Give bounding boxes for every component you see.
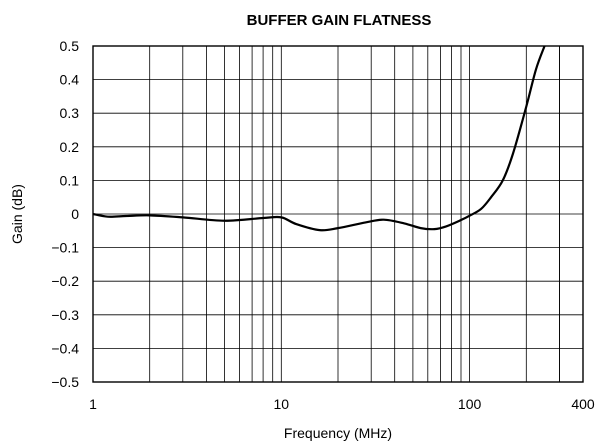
x-tick-label: 400 bbox=[571, 396, 595, 412]
y-tick-label: −0.4 bbox=[51, 340, 79, 356]
y-tick-label: 0.5 bbox=[60, 38, 80, 54]
x-tick-label: 1 bbox=[89, 396, 97, 412]
y-tick-label: −0.5 bbox=[51, 374, 79, 390]
y-tick-label: 0.2 bbox=[60, 139, 80, 155]
y-tick-label: −0.2 bbox=[51, 273, 79, 289]
y-tick-label: 0.3 bbox=[60, 105, 80, 121]
x-axis-label: Frequency (MHz) bbox=[284, 425, 392, 441]
x-tick-label: 100 bbox=[458, 396, 482, 412]
chart-title: BUFFER GAIN FLATNESS bbox=[247, 12, 432, 29]
y-tick-labels: 0.5 0.4 0.3 0.2 0.1 0 −0.1 −0.2 −0.3 −0.4 −0.5 bbox=[51, 38, 79, 390]
y-axis-label: Gain (dB) bbox=[9, 184, 25, 244]
y-tick-label: 0.4 bbox=[60, 72, 80, 88]
y-tick-label: −0.1 bbox=[51, 240, 79, 256]
y-tick-label: 0.1 bbox=[60, 172, 80, 188]
y-tick-label: −0.3 bbox=[51, 307, 79, 323]
x-tick-label: 10 bbox=[274, 396, 290, 412]
y-tick-label: 0 bbox=[71, 206, 79, 222]
series-layer bbox=[93, 46, 546, 232]
x-tick-labels: 1 10 100 400 bbox=[89, 396, 595, 412]
gain-curve bbox=[93, 46, 546, 232]
grid-lines bbox=[93, 46, 583, 382]
